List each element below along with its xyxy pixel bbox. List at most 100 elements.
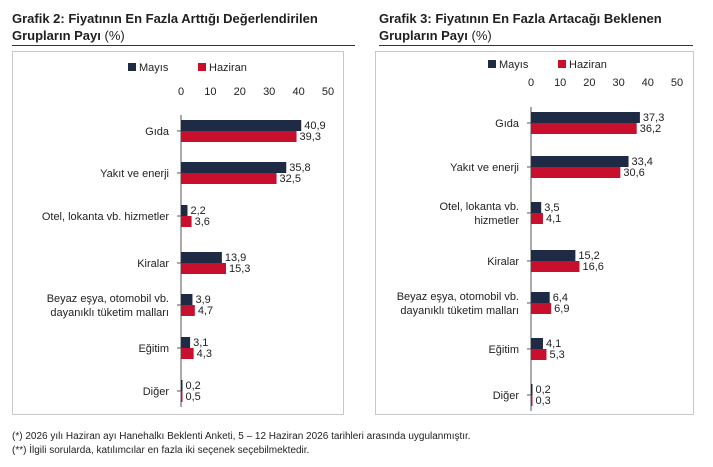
chart3-xtick-label: 40 [642,77,654,89]
chart2-title-text: Grafik 2: Fiyatının En Fazla Arttığı Değ… [12,11,318,43]
chart2-bar-mayis [181,252,222,263]
chart3-data-label-haziran: 16,6 [582,261,603,273]
chart3-xtick-label: 10 [554,77,566,89]
chart2-legend-swatch-haziran [198,63,206,71]
chart3-category-label: Beyaz eşya, otomobil vb. [397,291,519,303]
chart2-bar-haziran [181,173,277,184]
chart3-bar-haziran [531,303,552,314]
chart2-bar-mayis [181,380,183,391]
chart3-data-label-mayis: 3,5 [544,202,559,214]
chart2-data-label-mayis: 35,8 [289,162,310,174]
chart3-bar-mayis [531,292,550,303]
chart3-bar-mayis [531,384,533,395]
chart3-category-label: dayanıklı tüketim malları [400,305,519,317]
chart3-legend-label-haziran: Haziran [569,59,607,71]
chart3-data-label-haziran: 30,6 [623,167,644,179]
chart2-legend-label-haziran: Haziran [209,62,247,74]
chart2-category-label: Gıda [145,126,170,138]
chart3-bar-haziran [531,167,621,178]
chart3-bar-mayis [531,202,542,213]
chart3-bar-haziran [531,213,543,224]
chart2-xtick-label: 50 [322,86,334,98]
chart3-category-label: Yakıt ve enerji [450,162,519,174]
chart3-data-label-mayis: 4,1 [546,338,561,350]
chart3-legend-label-mayis: Mayıs [499,59,529,71]
chart3-bar-mayis [531,156,629,167]
chart2-bar-mayis [181,337,191,348]
chart3-xtick-label: 20 [583,77,595,89]
chart2-xtick-label: 0 [178,86,184,98]
chart3-category-label: Eğitim [488,344,519,356]
chart2-category-label: Diğer [143,386,170,398]
chart2-category-label: Otel, lokanta vb. hizmetler [42,211,170,223]
chart2-bar-haziran [181,305,195,316]
chart3-data-label-haziran: 6,9 [554,303,569,315]
chart2-data-label-mayis: 13,9 [225,252,246,264]
chart2-data-label-haziran: 4,3 [197,348,212,360]
chart2-data-label-mayis: 3,1 [193,337,208,349]
chart2-bar-mayis [181,205,188,216]
chart3-data-label-haziran: 0,3 [536,395,551,407]
chart3-title-rule [379,45,693,46]
chart3-title-unit: (%) [471,28,492,43]
chart2-category-label: Yakıt ve enerji [100,168,169,180]
chart3-category-label: Gıda [495,118,520,130]
chart2-bar-mayis [181,294,193,305]
chart3-title-text: Grafik 3: Fiyatının En Fazla Artacağı Be… [379,11,662,43]
chart2-bar-haziran [181,391,183,402]
chart2-category-label: Kiralar [137,258,169,270]
chart2-data-label-mayis: 0,2 [186,380,201,392]
chart3-data-label-haziran: 5,3 [549,349,564,361]
chart3-data-label-haziran: 4,1 [546,213,561,225]
chart2-category-label: Eğitim [138,343,169,355]
chart3-bar-haziran [531,349,547,360]
chart2-bar-haziran [181,348,194,359]
chart3-data-label-mayis: 6,4 [553,292,568,304]
chart2-data-label-haziran: 4,7 [198,305,213,317]
chart2-data-label-mayis: 3,9 [195,294,210,306]
chart3-category-label: Diğer [493,390,520,402]
chart2-data-label-mayis: 40,9 [304,120,325,132]
chart2-legend-label-mayis: Mayıs [139,62,169,74]
chart3-bar-haziran [531,123,637,134]
chart2-xtick-label: 30 [263,86,275,98]
chart3-bar-mayis [531,250,576,261]
chart3-bar-mayis [531,112,640,123]
chart3-data-label-mayis: 0,2 [536,384,551,396]
chart3-xtick-label: 50 [671,77,683,89]
chart3-bar-haziran [531,395,533,406]
chart2-bar-mayis [181,120,302,131]
chart3-data-label-haziran: 36,2 [640,123,661,135]
chart3-bar-haziran [531,261,580,272]
chart2-bar-haziran [181,216,192,227]
chart2-xtick-label: 10 [204,86,216,98]
chart3-xtick-label: 30 [612,77,624,89]
footnote-1: (*) 2026 yılı Haziran ayı Hanehalkı Bekl… [12,431,471,442]
chart2-title-rule [12,45,355,46]
chart2-category-label: Beyaz eşya, otomobil vb. [47,293,169,305]
chart3-title: Grafik 3: Fiyatının En Fazla Artacağı Be… [379,10,699,44]
chart3-legend-swatch-haziran [558,60,566,68]
chart2-bar-mayis [181,162,287,173]
chart2-data-label-haziran: 3,6 [195,216,210,228]
chart3-bar-mayis [531,338,543,349]
chart2-xtick-label: 40 [292,86,304,98]
chart3-xtick-label: 0 [528,77,534,89]
chart3-data-label-mayis: 33,4 [632,156,653,168]
chart3-category-label: Otel, lokanta vb. [440,201,520,213]
chart3-category-label: hizmetler [474,215,519,227]
chart2-data-label-haziran: 0,5 [186,391,201,403]
chart2-bar-haziran [181,131,297,142]
chart2-data-label-haziran: 15,3 [229,263,250,275]
chart2-legend-swatch-mayis [128,63,136,71]
chart3-legend-swatch-mayis [488,60,496,68]
chart2-data-label-haziran: 32,5 [280,173,301,185]
chart3-data-label-mayis: 15,2 [578,250,599,262]
footnote-2: (**) İlgili sorularda, katılımcılar en f… [12,445,310,456]
chart2-data-label-mayis: 2,2 [190,205,205,217]
chart2-title-unit: (%) [104,28,125,43]
chart3-data-label-mayis: 37,3 [643,112,664,124]
chart2-xtick-label: 20 [234,86,246,98]
chart2-bar-haziran [181,263,226,274]
